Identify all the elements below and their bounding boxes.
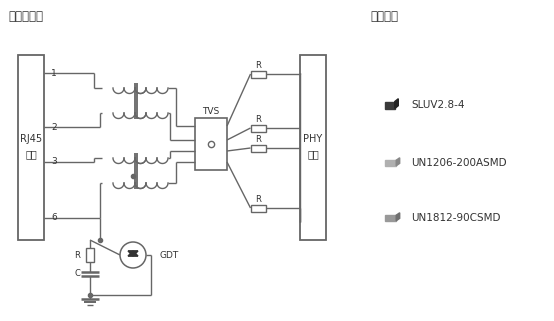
Text: UN1812-90CSMD: UN1812-90CSMD (411, 213, 500, 223)
Polygon shape (396, 213, 399, 221)
Bar (250, 125, 265, 132)
Text: 2: 2 (51, 123, 57, 132)
Bar (300, 55, 326, 240)
Bar (18, 55, 44, 240)
Bar (195, 118, 227, 170)
Text: RJ45: RJ45 (20, 134, 42, 144)
Text: 产品外观: 产品外观 (370, 10, 398, 23)
Bar (250, 144, 265, 152)
Text: 芯片: 芯片 (307, 150, 319, 160)
Text: 3: 3 (51, 158, 57, 167)
Polygon shape (128, 251, 138, 256)
Text: 接口: 接口 (25, 150, 37, 160)
Polygon shape (395, 99, 398, 108)
Polygon shape (385, 215, 396, 221)
Text: 1: 1 (51, 68, 57, 77)
Bar (250, 71, 265, 77)
Polygon shape (396, 158, 399, 166)
Bar (86, 248, 94, 262)
Polygon shape (128, 251, 138, 256)
Text: R: R (255, 61, 261, 70)
Text: R: R (255, 195, 261, 204)
Text: R: R (255, 135, 261, 144)
Text: R: R (255, 115, 261, 124)
Text: UN1206-200ASMD: UN1206-200ASMD (411, 158, 506, 168)
Text: 6: 6 (51, 213, 57, 222)
Bar (250, 204, 265, 212)
Polygon shape (385, 101, 395, 108)
Text: TVS: TVS (202, 107, 219, 116)
Text: 防护电路图: 防护电路图 (8, 10, 43, 23)
Text: GDT: GDT (160, 250, 179, 259)
Text: C: C (74, 269, 80, 278)
Text: PHY: PHY (304, 134, 322, 144)
Text: SLUV2.8-4: SLUV2.8-4 (411, 100, 464, 110)
Text: R: R (74, 250, 80, 259)
Polygon shape (385, 160, 396, 166)
